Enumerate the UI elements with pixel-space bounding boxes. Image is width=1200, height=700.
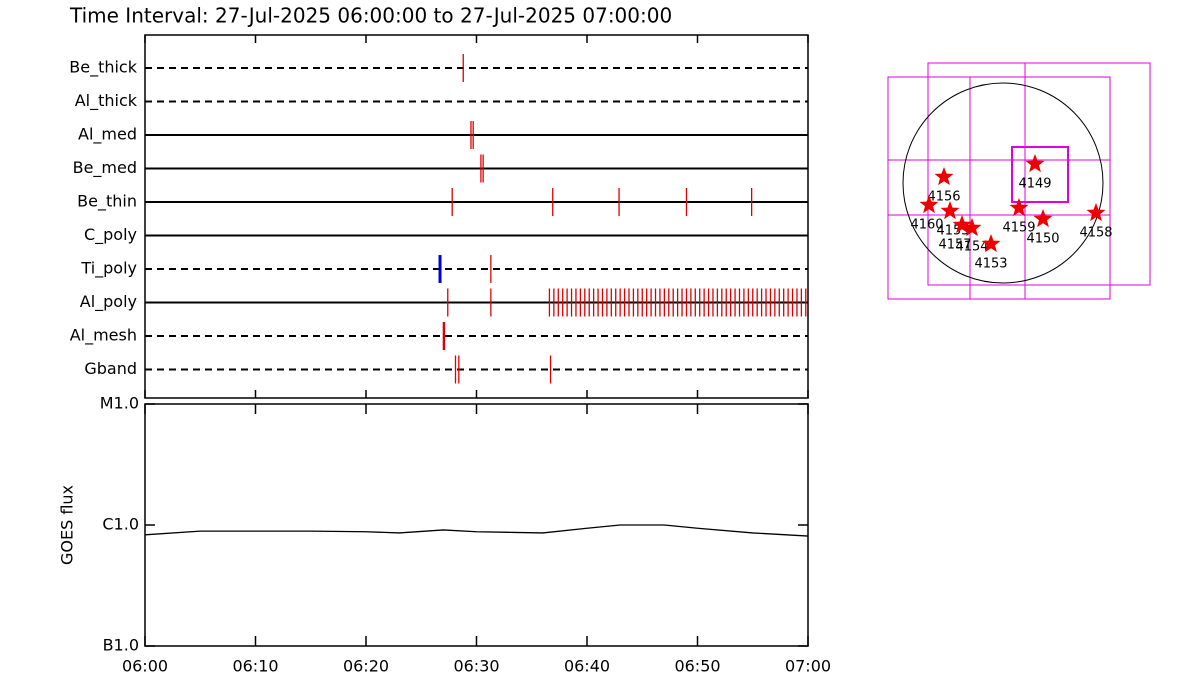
- x-tick-label: 06:50: [674, 657, 720, 676]
- goes-frame: [144, 403, 809, 647]
- chart-title: Time Interval: 27-Jul-2025 06:00:00 to 2…: [69, 4, 672, 28]
- region-label: 4157: [938, 238, 971, 253]
- region-star: [1009, 198, 1029, 217]
- region-star: [1025, 154, 1045, 173]
- fov-box: [927, 62, 1151, 286]
- row-label: Al_med: [78, 125, 137, 145]
- region-star: [981, 234, 1001, 253]
- x-tick-label: 06:40: [564, 657, 610, 676]
- region-label: 4150: [1026, 232, 1059, 247]
- solar-limb: [902, 82, 1104, 284]
- y-axis-label: GOES flux: [58, 485, 77, 565]
- row-label: C_poly: [84, 225, 137, 245]
- row-label: Be_thin: [77, 192, 137, 212]
- row-label: Be_thick: [69, 58, 137, 78]
- region-label: 4156: [927, 190, 960, 205]
- y-tick-label: B1.0: [103, 636, 139, 655]
- row-label: Al_thick: [75, 91, 138, 111]
- region-star: [962, 218, 982, 237]
- region-star: [952, 215, 972, 234]
- region-label: 4158: [1079, 226, 1112, 241]
- fov-box: [887, 76, 1111, 300]
- y-tick-label: M1.0: [100, 394, 139, 413]
- region-label: 4149: [1018, 177, 1051, 192]
- x-tick-label: 06:10: [232, 657, 278, 676]
- row-label: Gband: [84, 359, 137, 378]
- x-tick-label: 06:30: [453, 657, 499, 676]
- goes-flux-line: [144, 524, 809, 537]
- region-star: [934, 167, 954, 186]
- region-star: [919, 195, 939, 214]
- x-tick-label: 07:00: [785, 657, 831, 676]
- region-label: 4154: [955, 240, 988, 255]
- row-label: Al_mesh: [70, 326, 137, 346]
- region-label: 4153: [974, 257, 1007, 272]
- fov-box: [1011, 146, 1069, 203]
- region-star: [940, 201, 960, 220]
- region-label: 4160: [910, 218, 943, 233]
- y-tick-label: C1.0: [102, 515, 139, 534]
- region-star: [1086, 203, 1106, 222]
- timeline-frame: [144, 34, 809, 399]
- region-label: 4159: [1002, 221, 1035, 236]
- row-label: Be_med: [73, 158, 137, 178]
- region-star: [1033, 209, 1053, 228]
- row-label: Ti_poly: [80, 259, 137, 279]
- x-tick-label: 06:00: [122, 657, 168, 676]
- row-label: Al_poly: [80, 292, 137, 312]
- x-tick-label: 06:20: [343, 657, 389, 676]
